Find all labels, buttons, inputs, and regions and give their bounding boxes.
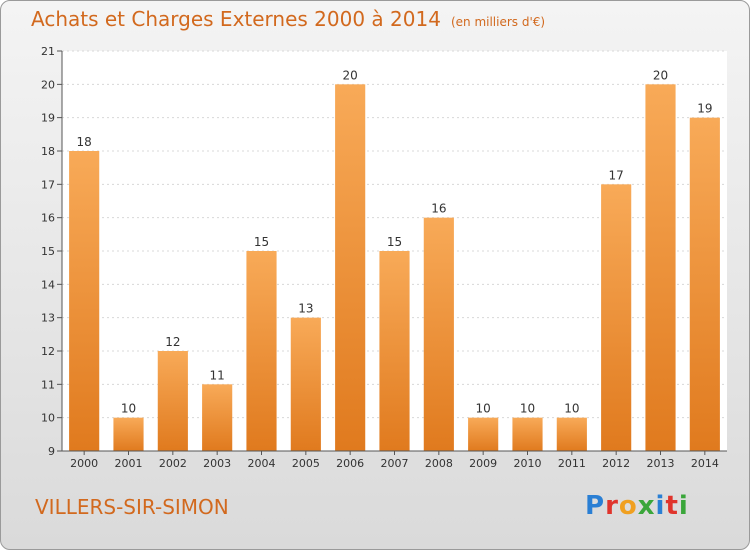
bar-value-label: 13 [298,302,313,316]
bar-value-label: 17 [609,168,624,182]
x-tick-label: 2008 [425,457,453,470]
y-tick-label: 10 [41,412,55,425]
bar-2014 [689,117,720,452]
proxiti-logo: Proxiti [585,491,689,521]
bar-value-label: 15 [387,235,402,249]
bar-2004 [246,251,277,451]
bar-2002 [157,351,188,451]
y-tick-label: 14 [41,278,55,291]
x-tick-label: 2001 [115,457,143,470]
chart-header: Achats et Charges Externes 2000 à 2014 (e… [31,7,545,31]
bar-2000 [69,151,100,451]
y-tick-label: 19 [41,112,55,125]
bar-2010 [512,417,543,451]
bar-value-label: 11 [210,368,225,382]
y-tick-label: 17 [41,178,55,191]
x-tick-label: 2010 [514,457,542,470]
bar-value-label: 16 [431,202,446,216]
x-tick-label: 2005 [292,457,320,470]
x-tick-label: 2006 [336,457,364,470]
x-tick-label: 2009 [469,457,497,470]
bar-2006 [335,84,366,451]
bar-2013 [645,84,676,451]
bar-value-label: 20 [653,68,668,82]
x-tick-label: 2000 [70,457,98,470]
bar-2007 [379,251,410,451]
x-tick-label: 2003 [203,457,231,470]
x-tick-label: 2013 [647,457,675,470]
bar-value-label: 15 [254,235,269,249]
x-tick-label: 2012 [602,457,630,470]
y-tick-label: 11 [41,378,55,391]
bar-2001 [113,417,144,451]
y-tick-label: 20 [41,78,55,91]
bar-value-label: 10 [476,402,491,416]
bar-value-label: 18 [77,135,92,149]
bar-value-label: 10 [520,402,535,416]
bar-value-label: 12 [165,335,180,349]
commune-name: VILLERS-SIR-SIMON [35,495,229,519]
bar-value-label: 19 [697,102,712,116]
x-tick-label: 2007 [381,457,409,470]
bar-value-label: 20 [343,68,358,82]
chart-subtitle: (en milliers d'€) [450,15,546,29]
bar-2008 [423,217,454,451]
y-tick-label: 12 [41,345,55,358]
x-tick-label: 2011 [558,457,586,470]
chart-title: Achats et Charges Externes 2000 à 2014 [31,7,441,31]
x-tick-label: 2002 [159,457,187,470]
y-tick-label: 9 [48,445,55,458]
y-tick-label: 15 [41,245,55,258]
bar-2011 [556,417,587,451]
bar-value-label: 10 [564,402,579,416]
bar-2009 [468,417,499,451]
x-tick-label: 2014 [691,457,719,470]
bar-2003 [202,384,233,451]
y-tick-label: 18 [41,145,55,158]
x-tick-label: 2004 [248,457,276,470]
bar-value-label: 10 [121,402,136,416]
bar-2012 [601,184,632,452]
y-tick-label: 21 [41,45,55,58]
y-tick-label: 16 [41,212,55,225]
y-tick-label: 13 [41,312,55,325]
bar-2005 [290,317,321,451]
